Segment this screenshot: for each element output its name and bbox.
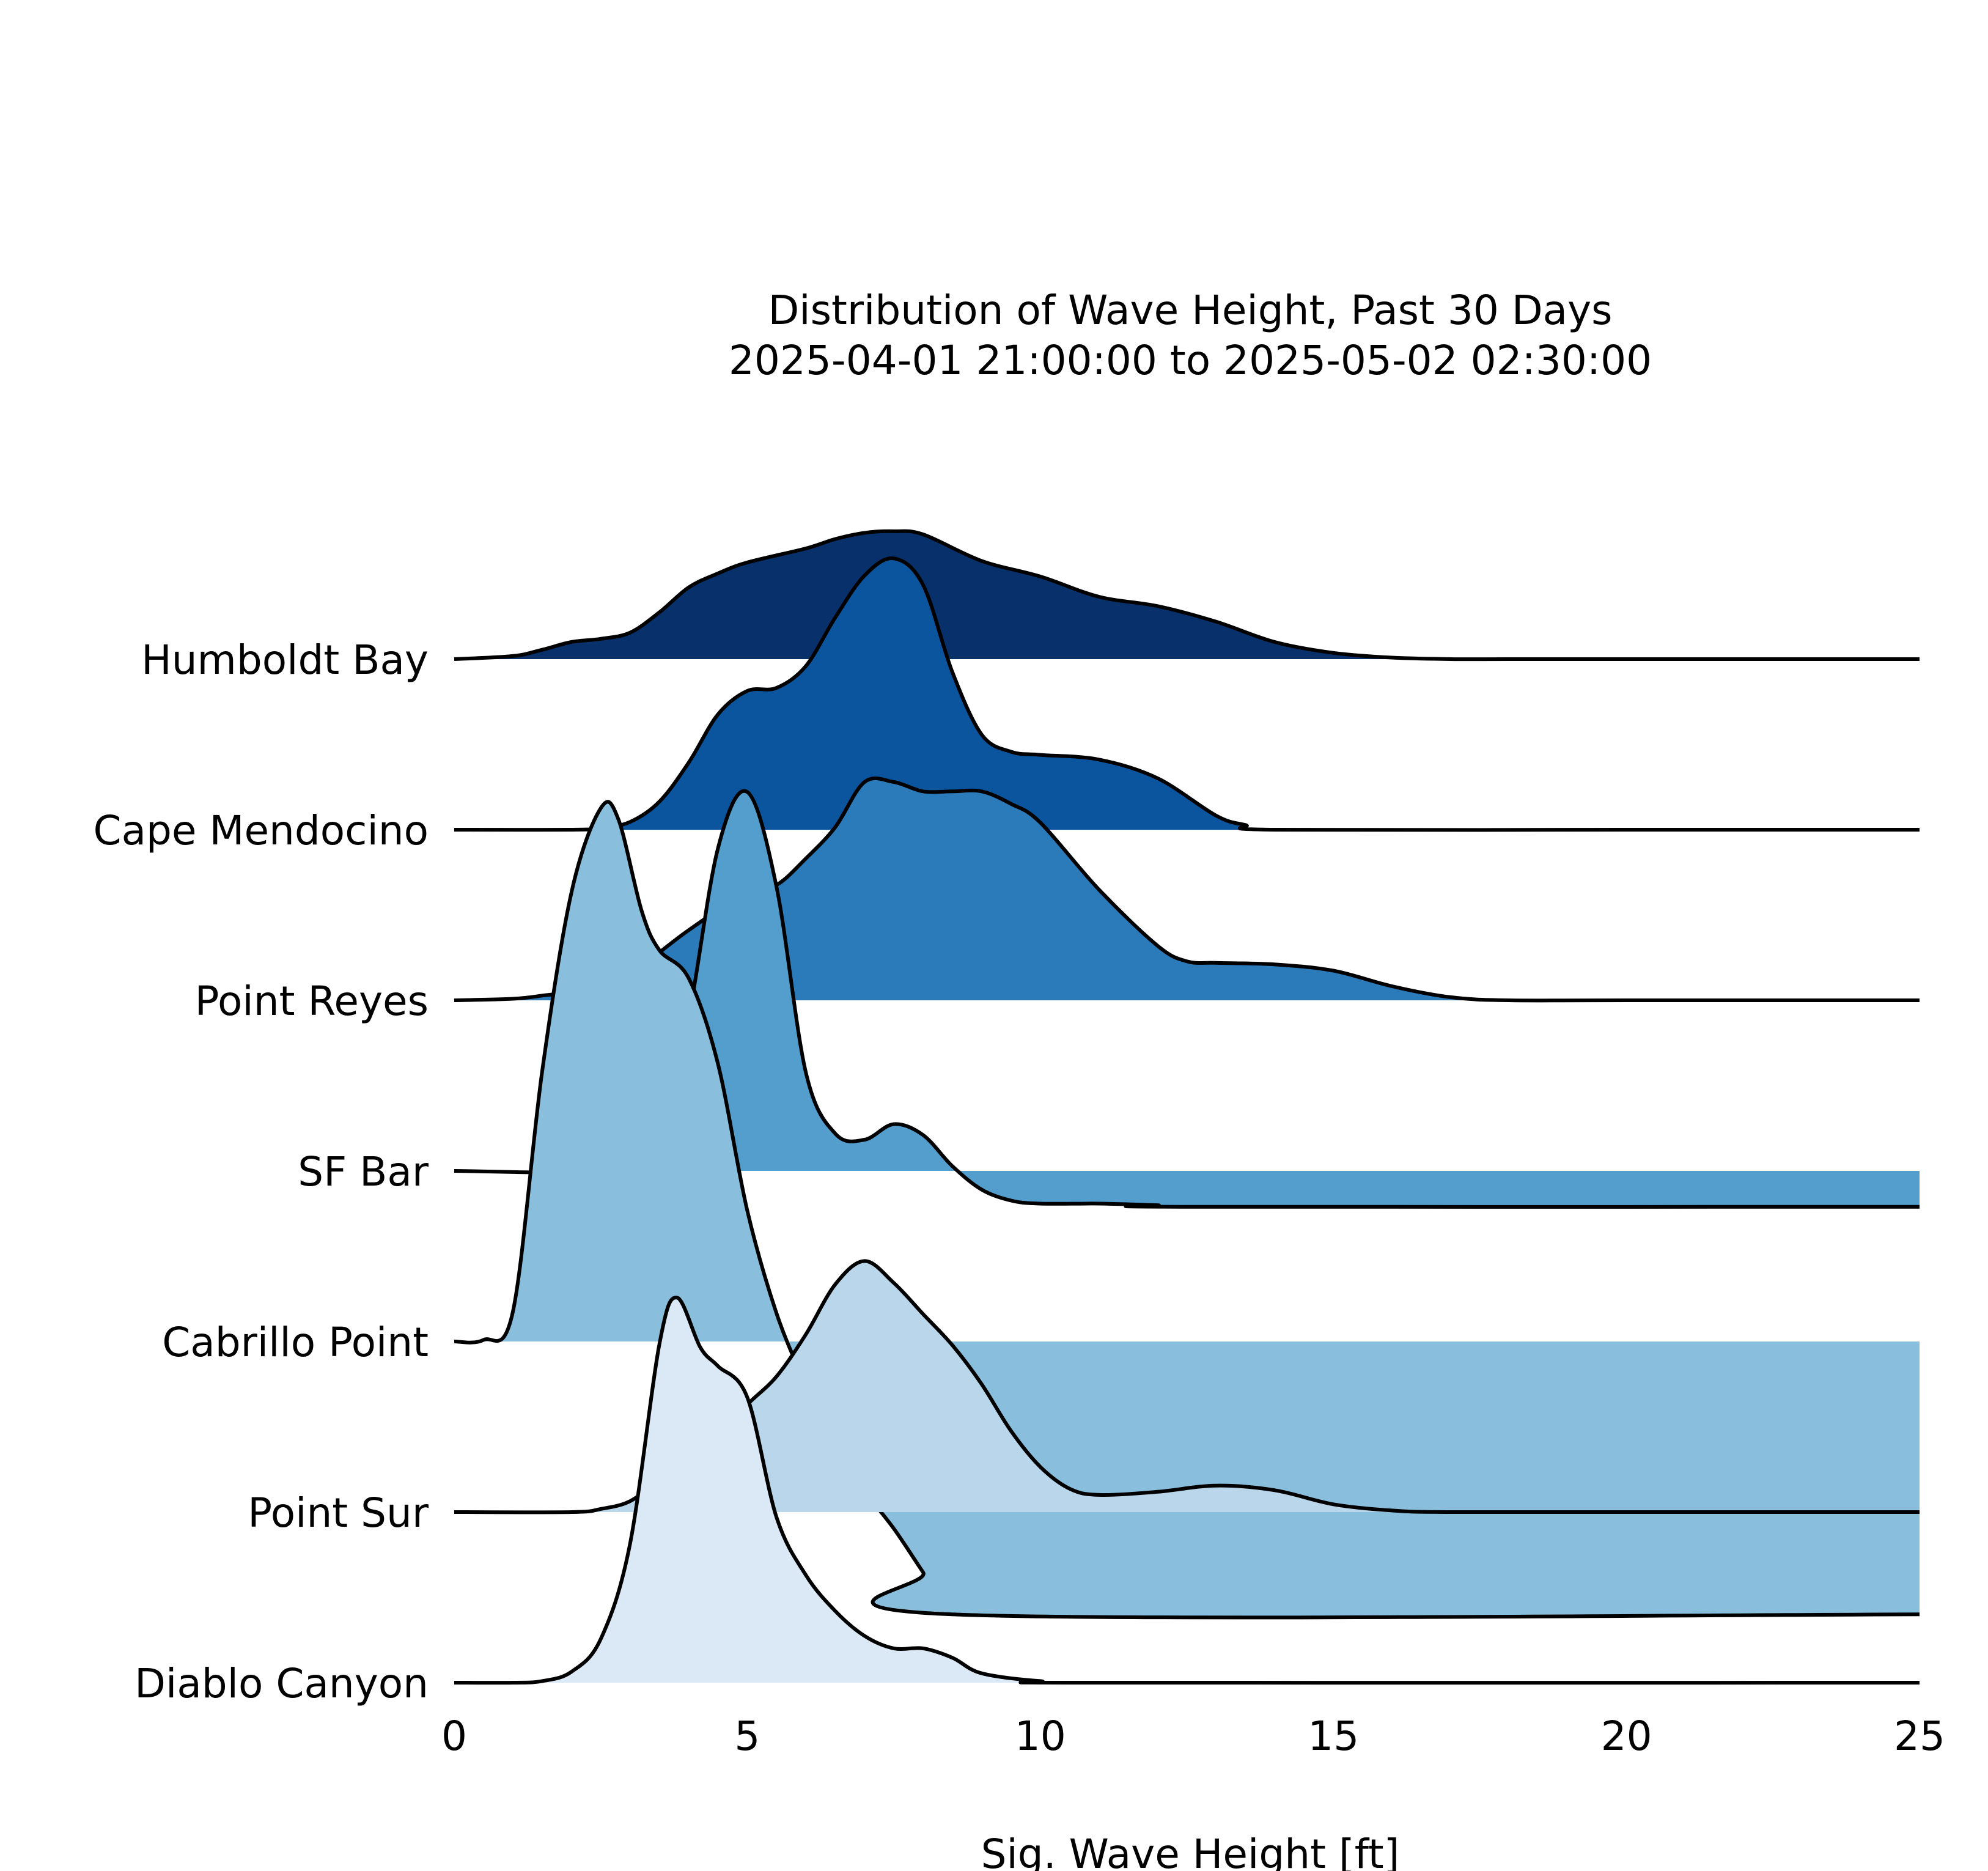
chart-subtitle: 2025-04-01 21:00:00 to 2025-05-02 02:30:… <box>729 337 1652 384</box>
ridge-outline <box>454 776 1920 1003</box>
ridge-point-reyes: Point Reyes <box>195 776 1920 1025</box>
ridge-label: Diablo Canyon <box>134 1660 429 1707</box>
ridge-area <box>454 558 1920 830</box>
chart-title: Distribution of Wave Height, Past 30 Day… <box>768 287 1612 334</box>
ridges-group: Humboldt Bay Cape Mendocino Point Reyes SF … <box>94 529 1920 1707</box>
ridge-label: Point Sur <box>248 1489 429 1537</box>
ridge-outline <box>454 529 1920 662</box>
ridge-area <box>454 531 1920 660</box>
ridge-label: SF Bar <box>298 1148 429 1195</box>
ridge-diablo-canyon: Diablo Canyon <box>134 1296 1920 1707</box>
x-tick-label: 5 <box>734 1713 760 1760</box>
x-tick-label: 25 <box>1894 1713 1945 1760</box>
ridge-humboldt-bay: Humboldt Bay <box>141 529 1920 684</box>
ridge-cape-mendocino: Cape Mendocino <box>94 556 1920 854</box>
x-tick-label: 10 <box>1015 1713 1066 1760</box>
ridge-area <box>454 1297 1920 1683</box>
ridge-area <box>454 1261 1920 1513</box>
ridge-outline <box>454 1296 1920 1685</box>
ridge-area <box>454 778 1920 1001</box>
x-tick-label: 0 <box>441 1713 467 1760</box>
ridge-label: Humboldt Bay <box>141 637 429 684</box>
ridge-label: Cape Mendocino <box>94 807 429 854</box>
x-axis-label: Sig. Wave Height [ft] <box>981 1831 1400 1871</box>
x-tick-label: 20 <box>1601 1713 1652 1760</box>
ridge-outline <box>454 556 1920 832</box>
ridge-label: Point Reyes <box>195 978 429 1025</box>
ridge-area <box>454 791 1920 1207</box>
x-tick-label: 15 <box>1308 1713 1359 1760</box>
x-axis: Sig. Wave Height [ft] 0 5 10 15 20 25 <box>441 1713 1945 1871</box>
chart-title-group: Distribution of Wave Height, Past 30 Day… <box>729 287 1652 384</box>
ridge-label: Cabrillo Point <box>162 1319 429 1366</box>
ridge-outline <box>454 800 1920 1620</box>
